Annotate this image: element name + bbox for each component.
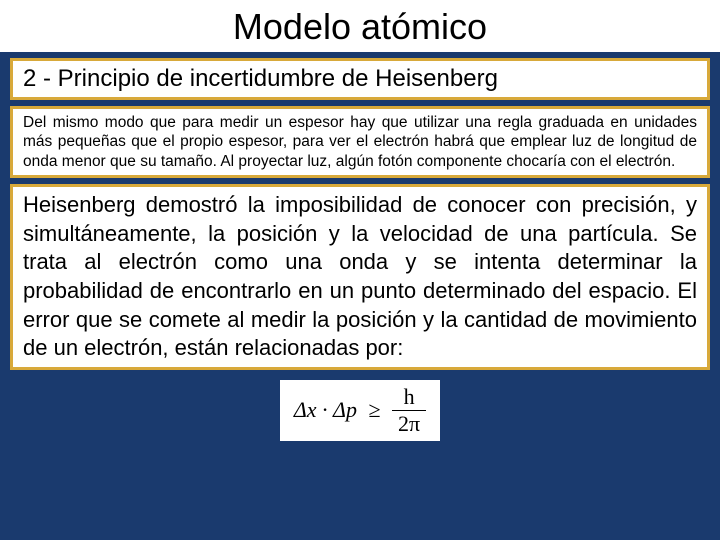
formula-denominator: 2π — [392, 411, 426, 435]
formula-fraction: h 2π — [392, 386, 426, 435]
page-title: Modelo atómico — [0, 0, 720, 52]
main-paragraph: Heisenberg demostró la imposibilidad de … — [23, 191, 697, 363]
uncertainty-formula: Δx · Δp ≥ h 2π — [280, 380, 440, 441]
formula-relation: ≥ — [362, 397, 386, 423]
intro-paragraph-box: Del mismo modo que para medir un espesor… — [10, 106, 710, 178]
formula-lhs: Δx · Δp — [294, 397, 357, 423]
subtitle-box: 2 - Principio de incertidumbre de Heisen… — [10, 58, 710, 100]
formula-numerator: h — [392, 386, 426, 411]
subtitle-text: 2 - Principio de incertidumbre de Heisen… — [23, 65, 697, 93]
intro-paragraph: Del mismo modo que para medir un espesor… — [23, 113, 697, 171]
main-paragraph-box: Heisenberg demostró la imposibilidad de … — [10, 184, 710, 370]
formula-area: Δx · Δp ≥ h 2π — [0, 380, 720, 441]
